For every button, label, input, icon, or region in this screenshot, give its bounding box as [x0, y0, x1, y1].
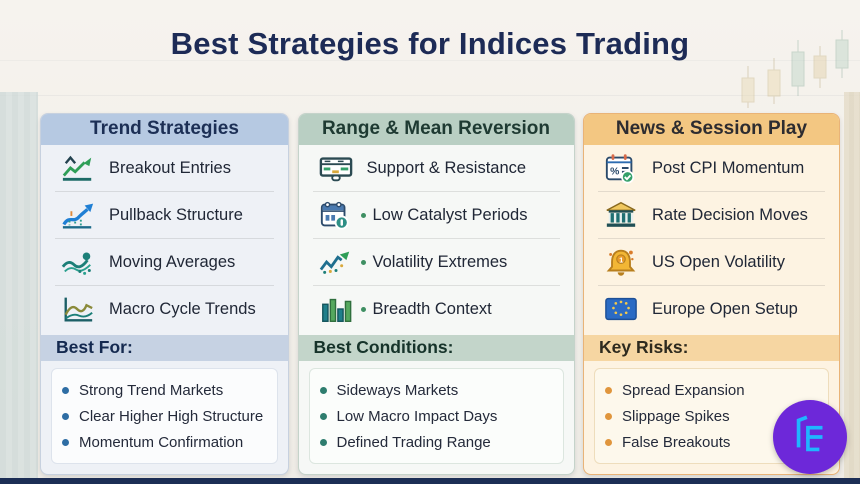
list-item: Low Catalyst Periods	[299, 192, 574, 239]
list-item: Europe Open Setup	[584, 286, 839, 333]
bottom-accent-bar	[0, 478, 860, 484]
item-list: Breakout Entries Pullback Structure	[41, 145, 288, 333]
bullet-item: Spread Expansion	[605, 377, 818, 403]
bullet-dot	[62, 386, 69, 394]
item-dot	[360, 259, 366, 265]
bullet-item: Low Macro Impact Days	[319, 403, 553, 429]
moving-averages-icon	[59, 245, 97, 279]
left-texture-strip	[0, 92, 38, 478]
item-label: Moving Averages	[109, 252, 236, 271]
panel-header-news: News & Session Play	[584, 114, 839, 145]
alert-bell-icon: 1	[602, 245, 640, 279]
svg-text:%: %	[610, 167, 619, 178]
bullet-dot	[605, 412, 612, 420]
bullet-text: False Breakouts	[622, 433, 731, 451]
item-label: Breakout Entries	[109, 158, 231, 177]
pullback-chart-icon	[59, 198, 97, 232]
bullet-text: Sideways Markets	[336, 381, 459, 399]
svg-text:1: 1	[619, 256, 623, 265]
central-bank-icon	[602, 198, 640, 232]
bullet-list: Sideways Markets Low Macro Impact Days D…	[308, 368, 564, 464]
panel-header-range: Range & Mean Reversion	[298, 114, 574, 145]
eu-flag-icon	[602, 292, 640, 326]
list-item: Pullback Structure	[41, 192, 288, 239]
macro-cycle-icon	[59, 292, 97, 326]
right-texture-strip	[844, 92, 860, 478]
bullet-item: Strong Trend Markets	[62, 377, 267, 403]
bullet-dot	[62, 438, 69, 446]
bullet-item: Defined Trading Range	[319, 429, 553, 455]
item-label: US Open Volatility	[652, 252, 785, 271]
list-item: Rate Decision Moves	[584, 192, 839, 239]
list-item: Breadth Context	[299, 286, 574, 333]
cpi-calendar-check-icon: %	[602, 151, 640, 185]
bullet-item: Clear Higher High Structure	[62, 403, 267, 429]
panel-range-mean-reversion: Range & Mean Reversion Support & Res	[297, 113, 575, 475]
bullet-text: Clear Higher High Structure	[79, 407, 264, 425]
breakout-chart-icon	[59, 151, 97, 185]
bullet-item: Slippage Spikes	[605, 403, 818, 429]
item-label: Low Catalyst Periods	[372, 205, 528, 224]
panel-header-trend: Trend Strategies	[41, 114, 288, 145]
item-label: Macro Cycle Trends	[109, 299, 256, 318]
item-label: Rate Decision Moves	[652, 205, 808, 224]
panel-trend-strategies: Trend Strategies Breakout Entries	[40, 113, 289, 475]
bullet-item: Momentum Confirmation	[62, 429, 267, 455]
bullet-text: Slippage Spikes	[622, 407, 730, 425]
footer-heading: Best For:	[41, 334, 288, 361]
bullet-item: Sideways Markets	[319, 377, 553, 403]
list-item: Support & Resistance	[299, 145, 574, 192]
list-item: % Post CPI Momentum	[584, 145, 839, 192]
bullet-dot	[319, 438, 327, 446]
brand-logo-glyph	[796, 415, 823, 452]
breadth-bars-icon	[317, 292, 355, 326]
brand-logo	[773, 400, 847, 474]
strategy-columns: Trend Strategies Breakout Entries	[40, 113, 840, 475]
item-label: Volatility Extremes	[372, 252, 508, 271]
bullet-list: Strong Trend Markets Clear Higher High S…	[51, 368, 278, 464]
list-item: Moving Averages	[41, 239, 288, 286]
bullet-item: False Breakouts	[605, 429, 818, 455]
item-dot	[360, 212, 366, 218]
low-catalyst-calendar-icon	[317, 198, 355, 232]
bullet-text: Defined Trading Range	[336, 433, 491, 451]
list-item: 1 US Open Volatility	[584, 239, 839, 286]
item-label: Support & Resistance	[366, 158, 527, 177]
item-list: Support & Resistance	[299, 145, 574, 333]
bullet-text: Momentum Confirmation	[79, 433, 244, 451]
item-label: Europe Open Setup	[652, 299, 798, 318]
list-item: Breakout Entries	[41, 145, 288, 192]
support-resistance-icon	[317, 151, 355, 185]
item-list: % Post CPI Momentum	[584, 145, 839, 333]
volatility-arrow-icon	[317, 245, 355, 279]
bullet-dot	[319, 412, 327, 420]
item-label: Breadth Context	[372, 299, 492, 318]
bullet-dot	[605, 386, 612, 394]
bullet-text: Strong Trend Markets	[79, 381, 224, 399]
list-item: Macro Cycle Trends	[41, 286, 288, 333]
item-label: Post CPI Momentum	[652, 158, 805, 177]
item-label: Pullback Structure	[109, 205, 243, 224]
list-item: Volatility Extremes	[299, 239, 574, 286]
bullet-text: Spread Expansion	[622, 381, 745, 399]
bullet-dot	[319, 386, 327, 394]
bullet-dot	[605, 438, 612, 446]
bullet-dot	[62, 412, 69, 420]
item-dot	[360, 306, 366, 312]
footer-heading: Best Conditions:	[298, 334, 574, 361]
bullet-text: Low Macro Impact Days	[336, 407, 498, 425]
page-title: Best Strategies for Indices Trading	[170, 26, 690, 61]
footer-heading: Key Risks:	[584, 334, 839, 361]
